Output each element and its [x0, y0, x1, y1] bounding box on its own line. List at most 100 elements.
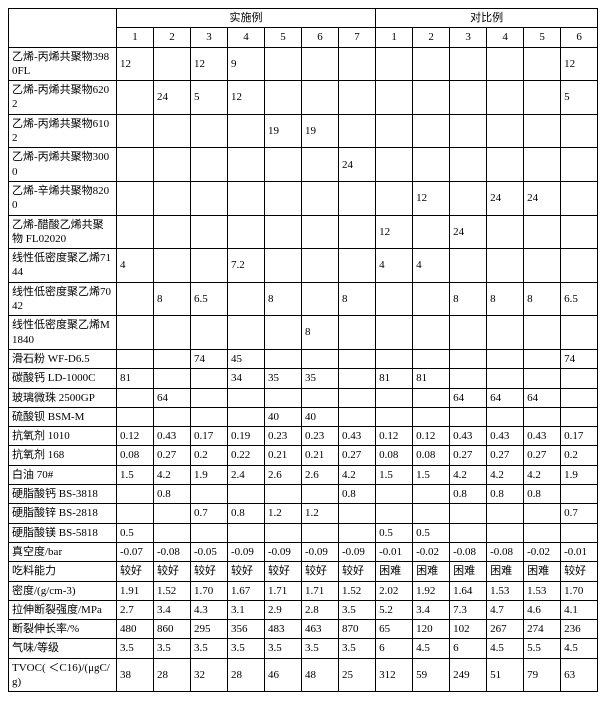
table-row: 抗氧剂 10100.120.430.170.190.230.230.430.12…: [9, 427, 598, 446]
data-cell: 38: [117, 658, 154, 692]
row-label: 乙烯-辛烯共聚物8200: [9, 181, 117, 215]
data-cell: 3.1: [228, 600, 265, 619]
table-row: 乙烯-辛烯共聚物8200122424: [9, 181, 598, 215]
data-cell: 4.5: [413, 639, 450, 658]
data-cell: [191, 249, 228, 283]
data-cell: 64: [450, 388, 487, 407]
data-cell: [154, 369, 191, 388]
data-cell: [339, 114, 376, 148]
header-subcol: 1: [376, 28, 413, 47]
data-cell: [524, 249, 561, 283]
data-cell: 3.5: [339, 600, 376, 619]
data-cell: 0.5: [413, 523, 450, 542]
data-cell: 48: [302, 658, 339, 692]
data-cell: 102: [450, 620, 487, 639]
data-cell: [154, 407, 191, 426]
data-cell: 1.53: [487, 581, 524, 600]
data-cell: 4.2: [450, 465, 487, 484]
data-cell: 0.21: [265, 446, 302, 465]
data-cell: [117, 504, 154, 523]
table-row: 线性低密度聚乙烯M18408: [9, 316, 598, 350]
data-cell: [450, 316, 487, 350]
header-group-row: 实施例 对比例: [9, 9, 598, 28]
data-cell: [413, 485, 450, 504]
row-label: 硬脂酸镁 BS-5818: [9, 523, 117, 542]
data-cell: 4.7: [487, 600, 524, 619]
data-cell: [228, 282, 265, 316]
data-cell: 51: [487, 658, 524, 692]
data-cell: [450, 249, 487, 283]
data-cell: 0.27: [487, 446, 524, 465]
row-label: 硬脂酸锌 BS-2818: [9, 504, 117, 523]
data-cell: -0.05: [191, 542, 228, 561]
data-cell: 1.70: [561, 581, 598, 600]
data-cell: 1.52: [154, 581, 191, 600]
data-cell: [487, 523, 524, 542]
data-cell: [117, 114, 154, 148]
header-subcol: 2: [413, 28, 450, 47]
data-cell: [413, 407, 450, 426]
data-cell: 1.71: [302, 581, 339, 600]
data-cell: [524, 148, 561, 182]
data-cell: [561, 148, 598, 182]
header-subcol: 7: [339, 28, 376, 47]
data-cell: [191, 388, 228, 407]
data-cell: 0.08: [413, 446, 450, 465]
table-row: 拉伸断裂强度/MPa2.73.44.33.12.92.83.55.23.47.3…: [9, 600, 598, 619]
data-cell: 0.23: [302, 427, 339, 446]
data-cell: 0.8: [450, 485, 487, 504]
table-row: 滑石粉 WF-D6.5744574: [9, 349, 598, 368]
data-cell: [450, 407, 487, 426]
data-cell: [524, 369, 561, 388]
table-row: 断裂伸长率/%480860295356483463870651201022672…: [9, 620, 598, 639]
data-cell: [154, 523, 191, 542]
data-cell: 35: [265, 369, 302, 388]
data-cell: 8: [487, 282, 524, 316]
data-cell: 4: [413, 249, 450, 283]
data-cell: -0.02: [413, 542, 450, 561]
data-cell: [191, 181, 228, 215]
data-cell: 0.22: [228, 446, 265, 465]
data-cell: 74: [561, 349, 598, 368]
data-cell: 1.91: [117, 581, 154, 600]
data-cell: 81: [376, 369, 413, 388]
data-cell: [117, 349, 154, 368]
data-cell: [191, 407, 228, 426]
table-row: 乙烯-丙烯共聚物61021919: [9, 114, 598, 148]
data-cell: 236: [561, 620, 598, 639]
data-cell: [265, 388, 302, 407]
data-cell: [302, 249, 339, 283]
data-cell: [228, 215, 265, 249]
data-cell: [265, 485, 302, 504]
header-subcol: 4: [487, 28, 524, 47]
data-cell: 2.9: [265, 600, 302, 619]
table-row: 抗氧剂 1680.080.270.20.220.210.210.270.080.…: [9, 446, 598, 465]
data-cell: [302, 47, 339, 81]
data-cell: [117, 148, 154, 182]
data-cell: [376, 47, 413, 81]
data-cell: [228, 148, 265, 182]
data-cell: 2.6: [265, 465, 302, 484]
data-cell: [154, 181, 191, 215]
data-cell: [561, 523, 598, 542]
data-cell: 25: [339, 658, 376, 692]
data-cell: [339, 504, 376, 523]
data-cell: 困难: [450, 562, 487, 581]
data-cell: 4: [376, 249, 413, 283]
data-cell: [265, 181, 302, 215]
data-cell: 24: [524, 181, 561, 215]
data-cell: [117, 388, 154, 407]
data-cell: 8: [450, 282, 487, 316]
data-cell: [117, 81, 154, 115]
data-cell: [191, 369, 228, 388]
data-cell: 6: [376, 639, 413, 658]
table-row: 硫酸钡 BSM-M4040: [9, 407, 598, 426]
data-cell: 6.5: [191, 282, 228, 316]
row-label: 硫酸钡 BSM-M: [9, 407, 117, 426]
data-cell: 870: [339, 620, 376, 639]
data-cell: 1.53: [524, 581, 561, 600]
data-cell: [302, 485, 339, 504]
data-cell: 0.27: [154, 446, 191, 465]
data-cell: [450, 148, 487, 182]
data-cell: [191, 148, 228, 182]
